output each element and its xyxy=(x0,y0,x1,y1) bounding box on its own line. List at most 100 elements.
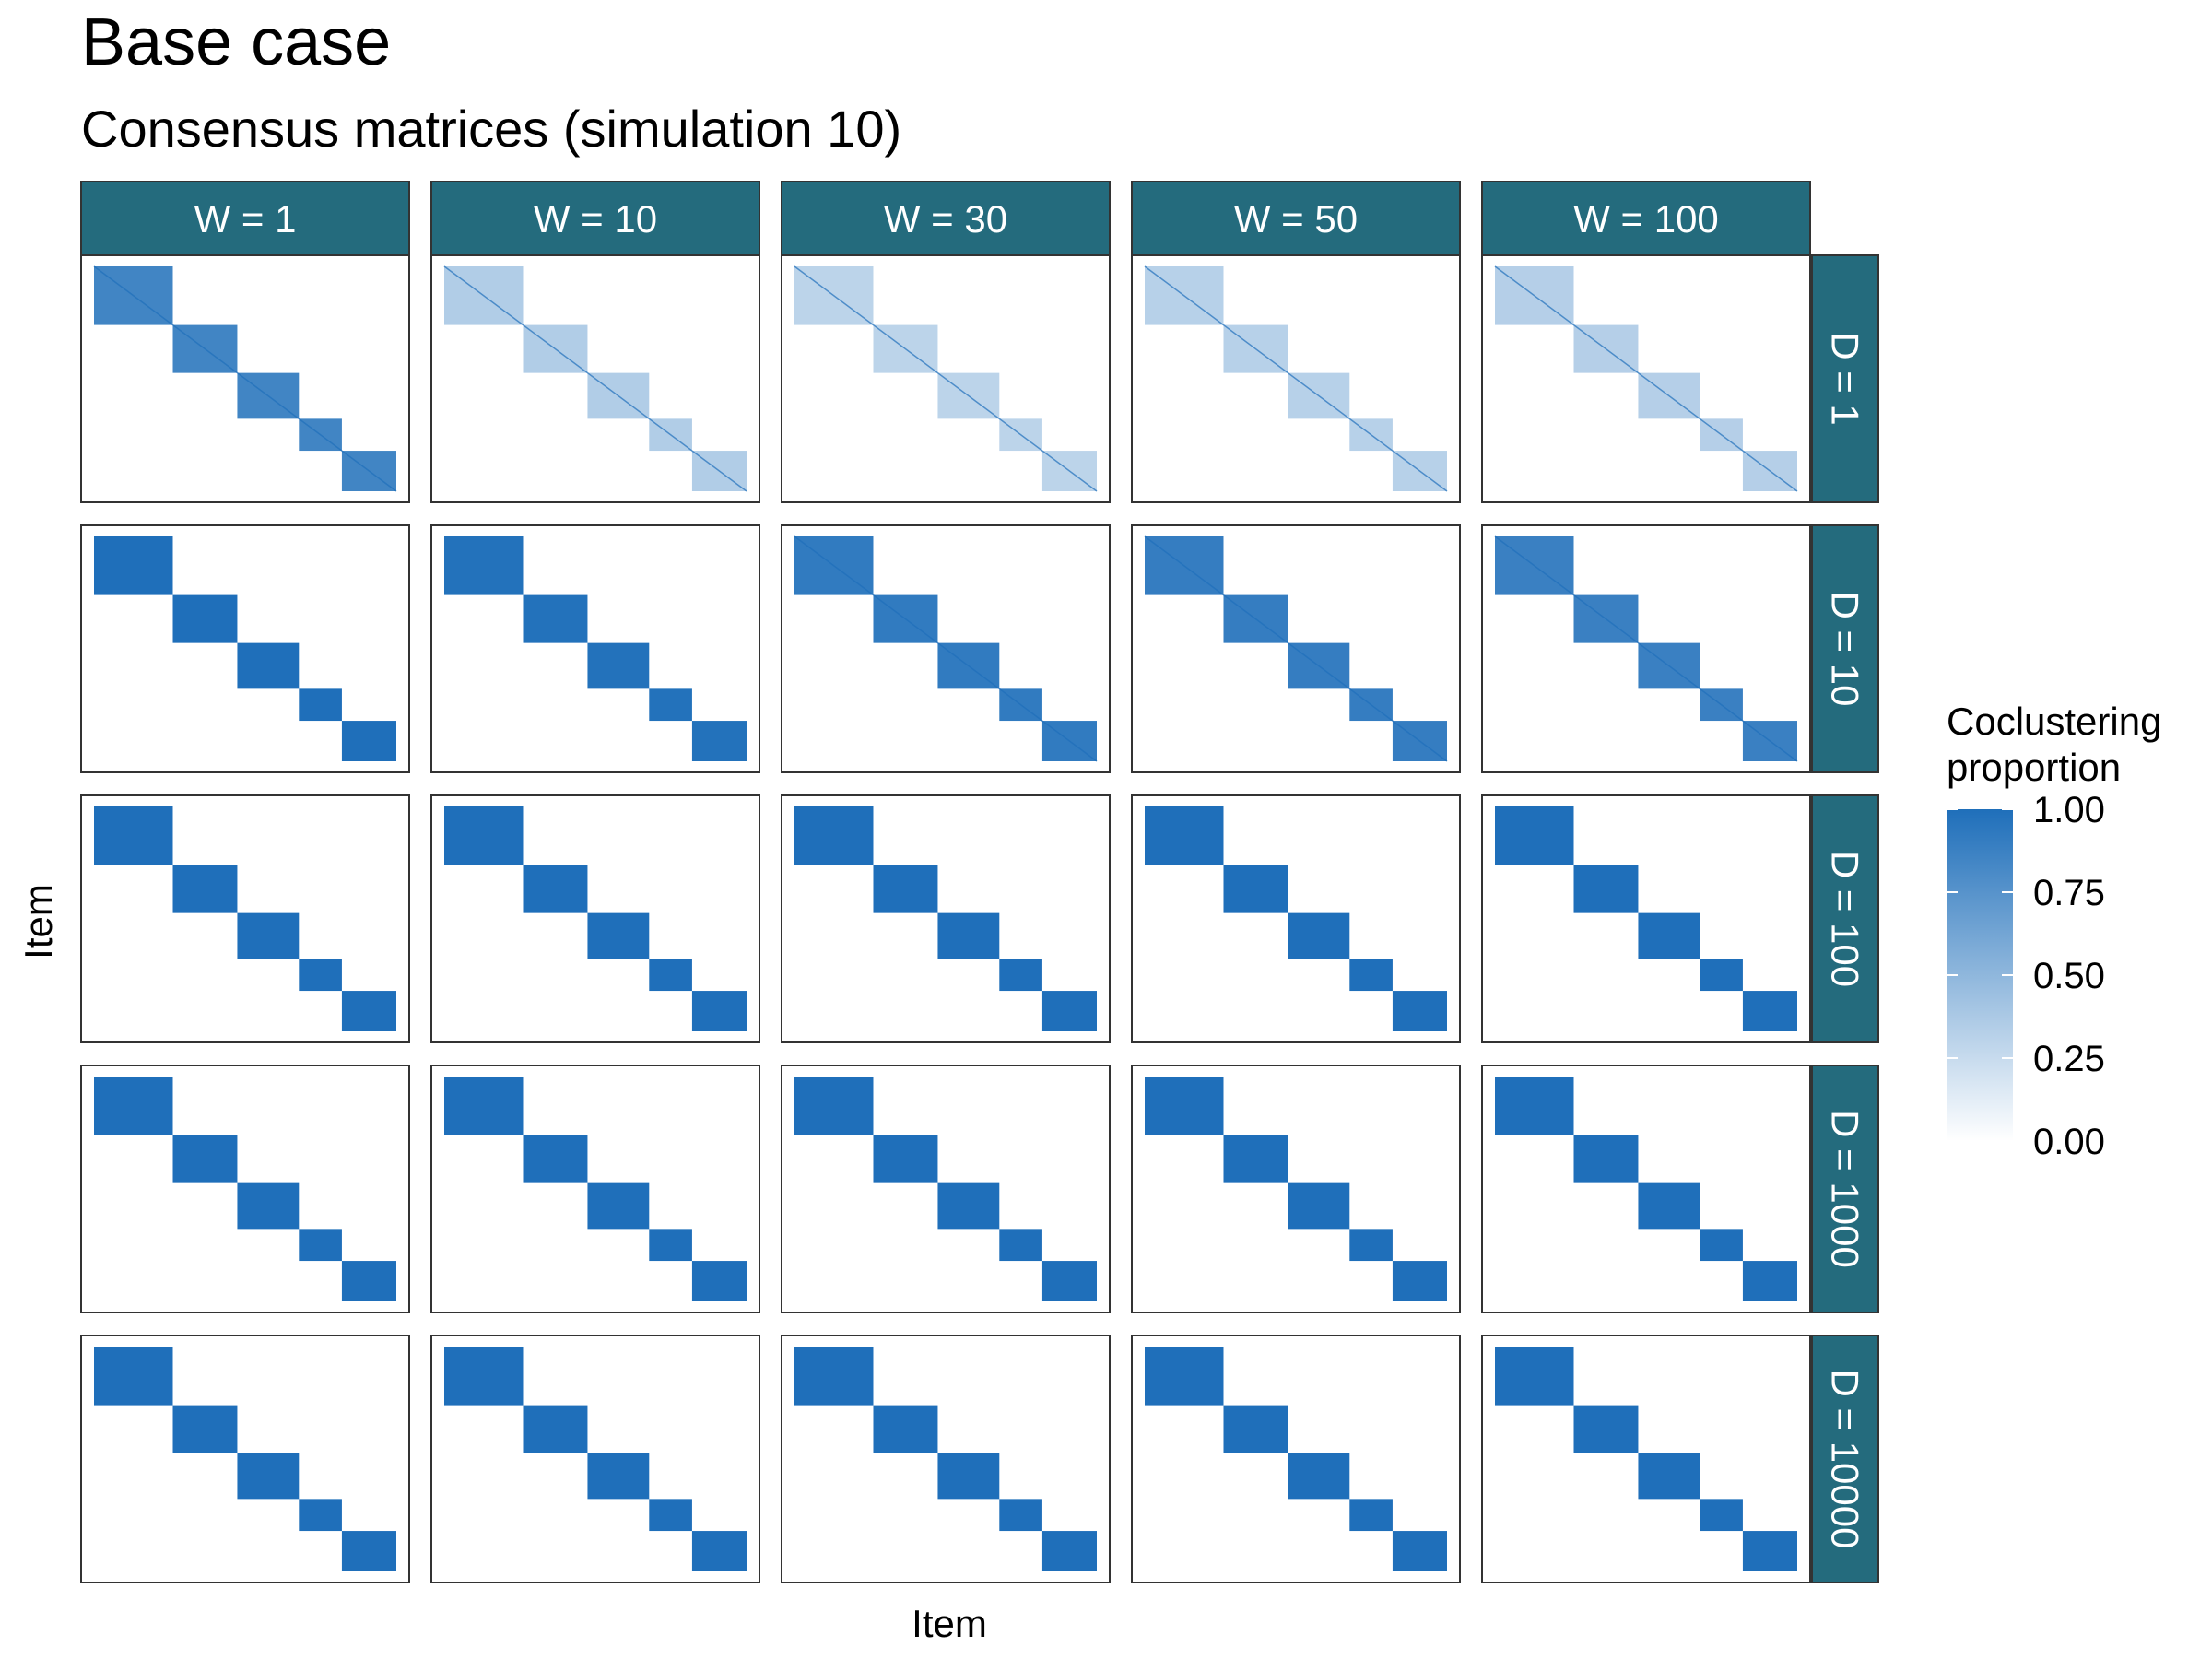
heatmap-block-r3-c5-k2 xyxy=(1573,865,1639,913)
facet-strip-row-label-5: D = 10000 xyxy=(1824,1370,1867,1549)
heatmap-block-r4-c4-k3 xyxy=(1288,1182,1350,1230)
heatmap-block-r4-c5-k4 xyxy=(1700,1229,1743,1262)
heatmap-block-r3-c2-k3 xyxy=(587,912,650,959)
heatmap-block-r5-c3-k3 xyxy=(937,1453,1000,1500)
heatmap-block-r2-c2-k2 xyxy=(523,594,588,643)
heatmap-block-r2-c1-k3 xyxy=(237,642,300,689)
heatmap-block-r3-c1-k4 xyxy=(299,959,342,992)
heatmap-block-r4-c3-k2 xyxy=(873,1135,938,1183)
facet-strip-column-4 xyxy=(1131,181,1461,256)
heatmap-diagonal-r1-c1 xyxy=(93,265,397,492)
heatmap-block-r3-c2-k5 xyxy=(691,991,747,1031)
heatmap-block-r4-c4-k2 xyxy=(1223,1135,1288,1183)
heatmap-block-r3-c5-k1 xyxy=(1495,806,1574,865)
heatmap-block-r5-c5-k3 xyxy=(1638,1453,1700,1500)
legend-tick-label-1: 1.00 xyxy=(2033,790,2105,830)
facet-strip-column-5 xyxy=(1481,181,1811,256)
heatmap-block-r4-c4-k4 xyxy=(1349,1229,1393,1262)
facet-strip-row-5 xyxy=(1811,1335,1879,1583)
heatmap-block-r5-c1-k2 xyxy=(172,1405,238,1453)
facet-strip-row-label-2: D = 10 xyxy=(1824,592,1867,707)
heatmap-block-r3-c4-k4 xyxy=(1349,959,1393,992)
legend-title-line-2: proportion xyxy=(1947,746,2122,789)
heatmap-block-r5-c2-k1 xyxy=(444,1347,524,1406)
heatmap-block-r5-c5-k1 xyxy=(1495,1347,1574,1406)
chart-title: Base case xyxy=(81,6,392,79)
facet-strip-row-4 xyxy=(1811,1065,1879,1313)
heatmap-block-r3-c3-k2 xyxy=(873,865,938,913)
heatmap-block-r3-c5-k5 xyxy=(1742,991,1797,1031)
heatmap-block-r4-c1-k3 xyxy=(237,1182,300,1230)
facet-strip-column-label-2: W = 10 xyxy=(534,197,657,241)
heatmap-block-r5-c4-k2 xyxy=(1223,1405,1288,1453)
heatmap-block-r4-c3-k4 xyxy=(999,1229,1042,1262)
heatmap-block-r3-c2-k1 xyxy=(444,806,524,865)
heatmap-block-r3-c3-k3 xyxy=(937,912,1000,959)
heatmap-block-r3-c1-k5 xyxy=(341,991,396,1031)
heatmap-block-r4-c2-k3 xyxy=(587,1182,650,1230)
heatmap-block-r5-c4-k5 xyxy=(1392,1531,1447,1571)
heatmap-block-r5-c3-k2 xyxy=(873,1405,938,1453)
heatmap-diagonal-r1-c2 xyxy=(443,265,747,492)
heatmap-block-r4-c2-k4 xyxy=(649,1229,692,1262)
heatmap-block-r2-c2-k1 xyxy=(444,536,524,595)
heatmap-block-r2-c1-k2 xyxy=(172,594,238,643)
facet-strip-column-2 xyxy=(430,181,760,256)
legend-tick-label-4: 0.25 xyxy=(2033,1039,2105,1079)
heatmap-block-r3-c2-k4 xyxy=(649,959,692,992)
heatmap-diagonal-r1-c3 xyxy=(794,265,1098,492)
heatmap-block-r3-c4-k5 xyxy=(1392,991,1447,1031)
heatmap-block-r4-c5-k1 xyxy=(1495,1077,1574,1135)
heatmap-block-r3-c4-k2 xyxy=(1223,865,1288,913)
heatmap-block-r4-c3-k5 xyxy=(1041,1261,1097,1301)
chart-subtitle: Consensus matrices (simulation 10) xyxy=(81,100,902,158)
heatmap-diagonal-r1-c4 xyxy=(1144,265,1448,492)
heatmap-diagonal-r2-c3 xyxy=(794,535,1098,762)
heatmap-block-r5-c4-k1 xyxy=(1145,1347,1224,1406)
x-axis-label: Item xyxy=(912,1602,987,1645)
heatmap-block-r3-c3-k1 xyxy=(794,806,874,865)
heatmap-block-r5-c2-k2 xyxy=(523,1405,588,1453)
heatmap-block-r3-c5-k3 xyxy=(1638,912,1700,959)
heatmap-block-r4-c1-k2 xyxy=(172,1135,238,1183)
heatmap-block-r5-c1-k1 xyxy=(94,1347,173,1406)
heatmap-block-r2-c1-k5 xyxy=(341,721,396,761)
facet-strip-column-label-5: W = 100 xyxy=(1573,197,1719,241)
heatmap-block-r5-c5-k2 xyxy=(1573,1405,1639,1453)
heatmap-block-r5-c1-k4 xyxy=(299,1499,342,1532)
heatmap-block-r5-c3-k1 xyxy=(794,1347,874,1406)
heatmap-block-r5-c5-k4 xyxy=(1700,1499,1743,1532)
heatmap-block-r4-c2-k1 xyxy=(444,1077,524,1135)
facet-strip-column-label-3: W = 30 xyxy=(884,197,1007,241)
heatmap-block-r4-c2-k5 xyxy=(691,1261,747,1301)
facet-strip-row-3 xyxy=(1811,794,1879,1043)
heatmap-block-r4-c5-k2 xyxy=(1573,1135,1639,1183)
heatmap-block-r2-c2-k3 xyxy=(587,642,650,689)
heatmap-block-r3-c1-k3 xyxy=(237,912,300,959)
legend-tick-label-2: 0.75 xyxy=(2033,873,2105,913)
heatmap-block-r3-c3-k5 xyxy=(1041,991,1097,1031)
heatmap-block-r3-c2-k2 xyxy=(523,865,588,913)
heatmap-block-r2-c2-k4 xyxy=(649,688,692,722)
facet-strip-row-label-3: D = 100 xyxy=(1824,851,1867,987)
heatmap-block-r2-c1-k4 xyxy=(299,688,342,722)
heatmap-block-r5-c1-k3 xyxy=(237,1453,300,1500)
heatmap-diagonal-r2-c5 xyxy=(1494,535,1798,762)
heatmap-diagonal-r1-c5 xyxy=(1494,265,1798,492)
heatmap-block-r3-c4-k3 xyxy=(1288,912,1350,959)
heatmap-block-r4-c1-k1 xyxy=(94,1077,173,1135)
heatmap-block-r5-c2-k3 xyxy=(587,1453,650,1500)
facet-strip-row-2 xyxy=(1811,524,1879,773)
heatmap-block-r4-c5-k3 xyxy=(1638,1182,1700,1230)
heatmap-block-r5-c1-k5 xyxy=(341,1531,396,1571)
heatmap-block-r4-c5-k5 xyxy=(1742,1261,1797,1301)
heatmap-block-r3-c4-k1 xyxy=(1145,806,1224,865)
heatmap-block-r5-c3-k5 xyxy=(1041,1531,1097,1571)
legend-tick-label-3: 0.50 xyxy=(2033,956,2105,996)
heatmap-block-r5-c2-k5 xyxy=(691,1531,747,1571)
heatmap-block-r2-c1-k1 xyxy=(94,536,173,595)
heatmap-block-r3-c5-k4 xyxy=(1700,959,1743,992)
facet-strip-row-label-1: D = 1 xyxy=(1824,332,1867,426)
